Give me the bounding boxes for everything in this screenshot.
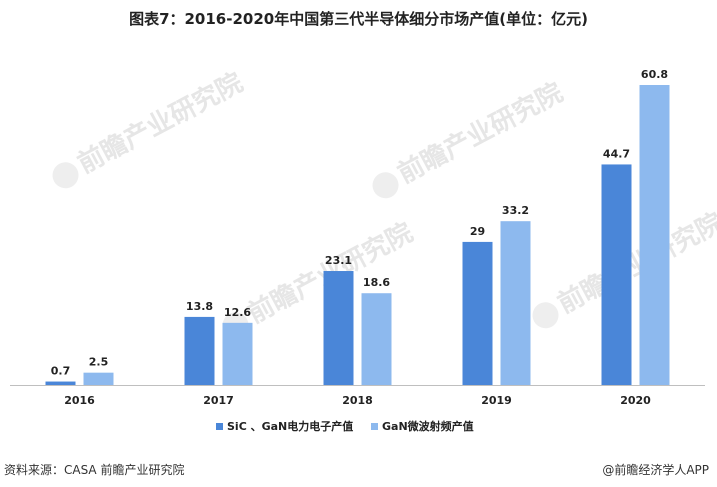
data-label: 12.6 <box>224 306 251 319</box>
bar <box>184 316 215 385</box>
x-tick-label: 2016 <box>64 394 95 407</box>
bar <box>601 164 632 385</box>
legend-swatch <box>216 423 223 430</box>
data-label: 0.7 <box>51 365 71 378</box>
data-label: 2.5 <box>89 356 109 369</box>
x-tick-label: 2017 <box>203 394 234 407</box>
x-tick-label: 2019 <box>481 394 512 407</box>
bar <box>639 85 670 385</box>
legend-label: GaN微波射频产值 <box>382 419 474 433</box>
bar <box>222 322 253 385</box>
source-note: 资料来源：CASA 前瞻产业研究院 <box>4 463 185 477</box>
data-label: 29 <box>470 225 485 238</box>
credit-note: @前瞻经济学人APP <box>602 463 709 477</box>
bar <box>323 271 354 385</box>
bar <box>462 241 493 385</box>
bar <box>83 372 114 385</box>
data-label: 33.2 <box>502 204 529 217</box>
legend-swatch <box>371 423 378 430</box>
bar <box>45 381 76 385</box>
legend-label: SiC 、GaN电力电子产值 <box>227 419 353 433</box>
chart-title: 图表7：2016-2020年中国第三代半导体细分市场产值(单位：亿元) <box>129 10 588 28</box>
data-label: 13.8 <box>186 300 213 313</box>
bar <box>361 293 392 385</box>
bar <box>500 221 531 385</box>
x-tick-label: 2018 <box>342 394 373 407</box>
data-label: 44.7 <box>603 147 630 160</box>
data-label: 60.8 <box>641 68 668 81</box>
data-label: 18.6 <box>363 276 390 289</box>
data-label: 23.1 <box>325 254 352 267</box>
x-tick-label: 2020 <box>620 394 651 407</box>
